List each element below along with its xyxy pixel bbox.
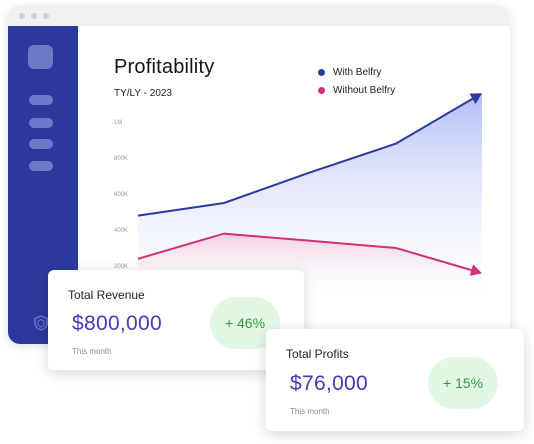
y-tick-label: 200K [114,264,128,270]
window-dot-3[interactable] [43,13,49,19]
total-profits-card[interactable]: Total Profits $76,000 This month + 15% [266,329,524,431]
legend-item-without-belfry: Without Belfry [318,81,395,99]
y-tick-label: 600K [114,192,128,198]
shield-icon[interactable] [34,315,48,331]
page-subtitle: TY/LY - 2023 [114,88,172,99]
total-revenue-card[interactable]: Total Revenue $800,000 This month + 46% [48,270,304,370]
arrow-without-belfry [469,264,482,276]
legend-item-with-belfry: With Belfry [318,63,395,81]
sidebar-item-1[interactable] [29,95,53,105]
total-profits-note: This month [290,407,330,416]
window-dot-2[interactable] [31,13,37,19]
y-tick-label: 800K [114,156,128,162]
y-tick-label: 400K [114,228,128,234]
total-profits-change-badge: + 15% [428,357,498,409]
window-titlebar [8,6,510,26]
y-tick-label: 1M [114,120,122,126]
total-revenue-note: This month [72,347,112,356]
arrow-with-belfry [469,93,482,104]
app-window: Profitability TY/LY - 2023 With Belfry W… [8,6,510,344]
legend-dot-without-belfry [318,86,325,94]
total-profits-label: Total Profits [286,347,349,361]
legend-label-without-belfry: Without Belfry [333,84,396,96]
sidebar-item-3[interactable] [29,139,53,149]
sidebar-item-4[interactable] [29,161,53,171]
total-revenue-change-badge: + 46% [210,297,280,349]
line-without-belfry [137,232,477,273]
legend-label-with-belfry: With Belfry [333,66,382,78]
page-title: Profitability [114,56,215,78]
total-revenue-label: Total Revenue [68,288,145,302]
chart-legend: With Belfry Without Belfry [318,63,395,99]
total-profits-value: $76,000 [290,372,369,395]
window-dot-1[interactable] [19,13,25,19]
sidebar-item-2[interactable] [29,118,53,128]
legend-dot-with-belfry [318,68,325,76]
app-logo[interactable] [28,45,53,69]
main-panel: Profitability TY/LY - 2023 With Belfry W… [78,26,510,344]
total-revenue-value: $800,000 [72,312,162,335]
line-with-belfry [137,95,478,217]
